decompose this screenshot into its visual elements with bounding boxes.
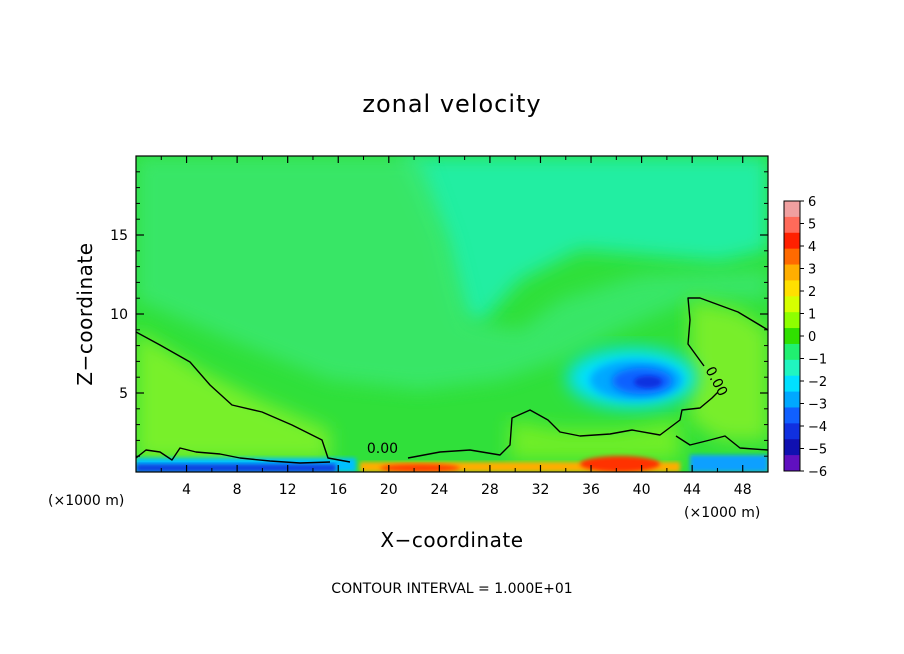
surface-negative-right — [690, 455, 768, 472]
mid-lower-positive — [510, 420, 680, 460]
contour-zero-near-surface — [136, 447, 331, 464]
y-tick-label: 15 — [110, 228, 128, 244]
colorbar-tick-label: −2 — [808, 375, 827, 390]
x-axis: 4 8 12 16 20 24 28 32 36 40 44 48 — [160, 156, 752, 498]
colorbar: 6 5 4 3 2 1 0 −1 −2 −3 −4 −5 −6 — [783, 195, 827, 480]
contour-zero-right — [687, 297, 768, 367]
surface-negative-core — [136, 464, 336, 472]
y-axis-label: Z−coordinate — [73, 242, 97, 385]
surface-positive-band — [360, 462, 680, 472]
colorbar-tick-label: −6 — [808, 465, 827, 480]
x-tick-label: 28 — [481, 482, 499, 498]
colorbar-swatch — [784, 455, 800, 472]
colorbar-tick-label: 3 — [808, 263, 816, 278]
colorbar-swatch — [784, 312, 800, 329]
colorbar-tick-label: 4 — [808, 240, 816, 255]
surface-positive-core-2 — [380, 464, 460, 472]
colorbar-swatch — [784, 391, 800, 408]
chart-title: zonal velocity — [362, 90, 541, 118]
colorbar-tick-label: 2 — [808, 285, 816, 300]
colorbar-swatch — [784, 201, 800, 218]
colorbar-swatch — [784, 264, 800, 281]
plot-area: 0.000.00 — [136, 156, 768, 472]
x-axis-label: X−coordinate — [380, 528, 523, 552]
colorbar-swatch — [784, 216, 800, 234]
contour-label: 0.00 — [367, 441, 398, 457]
x-tick-label: 16 — [329, 482, 347, 498]
contour-interval-note: CONTOUR INTERVAL = 1.000E+01 — [331, 581, 572, 597]
colorbar-swatch — [784, 343, 800, 361]
right-positive-region — [690, 300, 768, 440]
x-tick-label: 44 — [683, 482, 701, 498]
colorbar-swatch — [784, 375, 800, 393]
colorbar-tick-label: 1 — [808, 308, 816, 323]
colorbar-swatch — [784, 359, 800, 377]
contour-lines — [136, 297, 768, 464]
field-shading — [136, 156, 768, 472]
x-tick-label: 36 — [582, 482, 600, 498]
x-unit-right: (×1000 m) — [684, 505, 760, 521]
x-tick-label: 8 — [233, 482, 242, 498]
colorbar-swatch — [784, 232, 800, 250]
colorbar-swatch — [784, 407, 800, 424]
colorbar-swatch — [784, 248, 800, 266]
upper-mid-region — [136, 156, 768, 390]
contour-zero-main — [136, 331, 719, 463]
x-tick-label: 32 — [532, 482, 550, 498]
colorbar-swatch — [784, 423, 800, 440]
lower-left-positive — [136, 330, 330, 460]
colorbar-tick-label: −4 — [808, 420, 827, 435]
colorbar-swatch — [784, 439, 800, 456]
colorbar-tick-label: −5 — [808, 443, 827, 458]
x-unit-left: (×1000 m) — [48, 493, 124, 509]
colorbar-tick-label: −3 — [808, 398, 827, 413]
colorbar-tick-label: 0 — [808, 330, 816, 345]
x-tick-label: 12 — [279, 482, 297, 498]
colorbar-tick-label: −1 — [808, 353, 827, 368]
colorbar-tick-label: 5 — [808, 218, 816, 233]
colorbar-tick-label: 6 — [808, 195, 816, 210]
colorbar-swatch — [784, 296, 800, 313]
x-tick-label: 40 — [633, 482, 651, 498]
y-tick-label: 10 — [110, 307, 128, 323]
x-tick-label: 20 — [380, 482, 398, 498]
colorbar-swatch — [784, 280, 800, 297]
upper-negative-region — [400, 156, 768, 325]
y-axis: 5 10 15 — [110, 171, 768, 457]
x-tick-label: 24 — [430, 482, 448, 498]
colorbar-swatch — [784, 328, 800, 345]
x-tick-label: 4 — [182, 482, 191, 498]
negative-core-center — [634, 376, 662, 388]
surface-positive-core-1 — [580, 456, 660, 472]
contour-zero-low-right — [675, 435, 768, 451]
x-tick-label: 48 — [734, 482, 752, 498]
y-tick-label: 5 — [119, 386, 128, 402]
